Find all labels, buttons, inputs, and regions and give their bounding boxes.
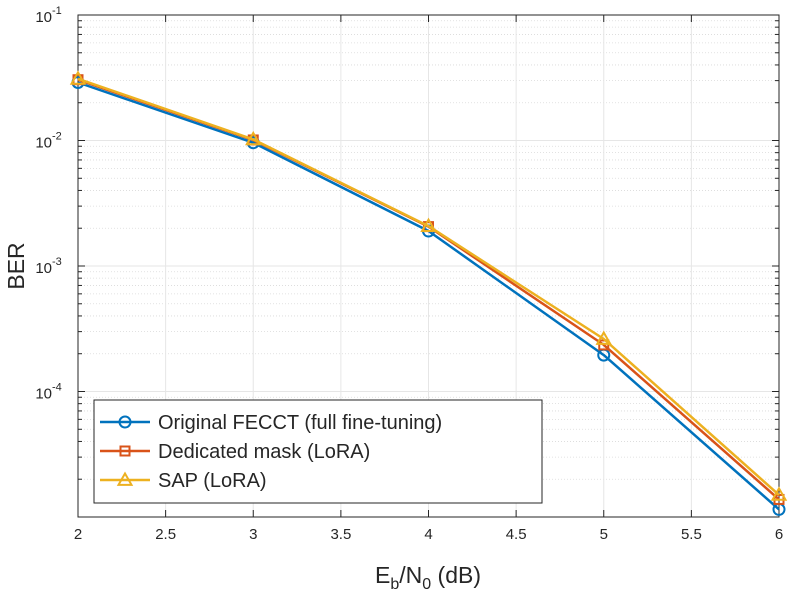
x-tick-label: 6 (775, 526, 783, 543)
x-tick-label: 2 (74, 526, 82, 543)
axes-layer (77, 14, 780, 518)
data-point-sap-lora (595, 330, 612, 345)
y-tick-label: 10 (35, 386, 52, 403)
x-axis-title-e: E (375, 562, 390, 588)
y-tick-label-exponent: -1 (52, 5, 62, 17)
x-tick-label: 5.5 (681, 526, 702, 543)
y-tick-label: 10 (35, 9, 52, 26)
x-axis-title-b: b (390, 576, 399, 593)
x-axis-title: Eb/N0 (dB) (375, 562, 481, 593)
x-tick-label: 4 (424, 526, 432, 543)
data-point-sap-lora (69, 70, 87, 85)
x-tick-label: 3.5 (330, 526, 351, 543)
x-tick-label: 5 (600, 526, 608, 543)
x-axis-title-slash: /N (399, 562, 422, 588)
legend-marker-sap-lora (116, 471, 134, 486)
x-tick-label: 2.5 (155, 526, 176, 543)
y-tick-label: 10 (35, 260, 52, 277)
x-tick-label: 3 (249, 526, 257, 543)
data-point-sap-lora (420, 217, 437, 232)
data-point-sap-lora (245, 130, 262, 146)
legend-label-original-fecct: Original FECCT (full fine-tuning) (158, 412, 442, 434)
data-point-sap-lora (770, 486, 788, 501)
legend-box (93, 399, 543, 504)
y-tick-label-exponent: -2 (52, 131, 62, 143)
legend-marker-original-fecct (118, 415, 132, 429)
series-layer (69, 70, 788, 516)
legend: Original FECCT (full fine-tuning) Dedicat… (93, 399, 543, 504)
tick-labels: 2 2.5 3 3.5 4 4.5 5 5.5 610-110-210-310-4 (35, 5, 783, 543)
y-tick-label-exponent: -3 (52, 256, 62, 268)
y-axis-title: BER (3, 242, 29, 289)
x-axis-title-zero: 0 (422, 576, 431, 593)
legend-label-dedicated-mask: Dedicated mask (LoRA) (158, 441, 370, 463)
x-tick-label: 4.5 (506, 526, 527, 543)
y-tick-label-exponent: -4 (52, 382, 62, 394)
y-tick-label: 10 (35, 135, 52, 152)
legend-marker-dedicated-mask (119, 445, 131, 457)
legend-label-sap-lora: SAP (LoRA) (158, 470, 267, 492)
x-axis-title-unit: (dB) (431, 562, 481, 588)
series-line-sap-lora (77, 77, 780, 496)
